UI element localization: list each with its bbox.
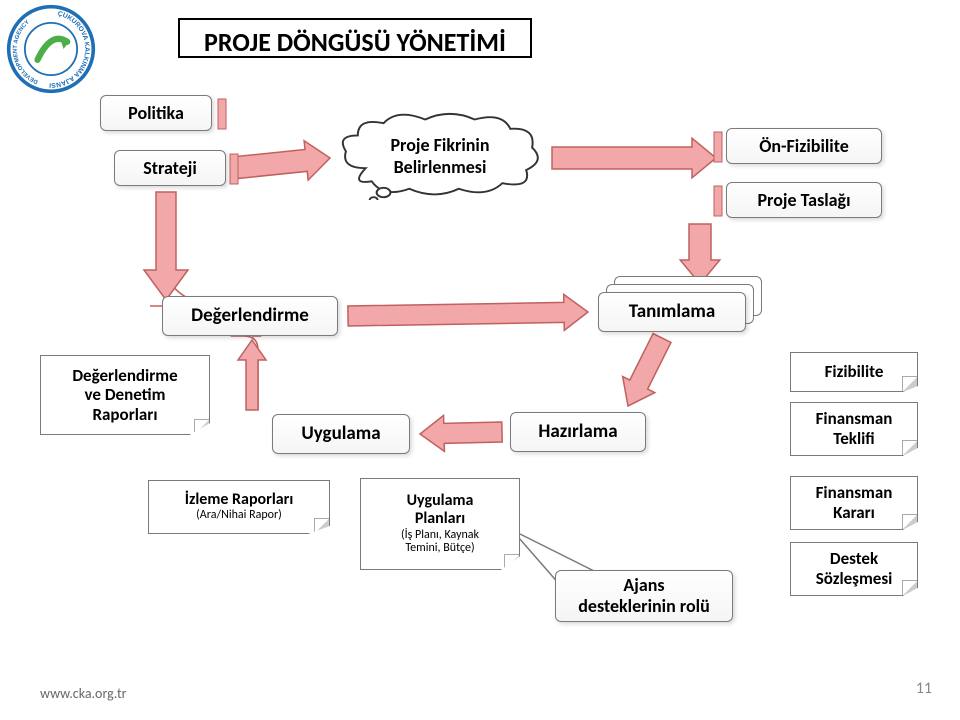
- agency-logo: ÇUKUROVA KALKINMA AJANSI DEVELOPMENT AGE…: [6, 4, 96, 94]
- node-ajans-callout: Ajans desteklerinin rolü: [555, 570, 733, 622]
- note-line: Kararı: [833, 503, 875, 523]
- note-finansman-karari: Finansman Kararı: [790, 476, 918, 530]
- note-degerlendirme-denetim: Değerlendirme ve Denetim Raporları: [40, 355, 210, 435]
- note-fizibilite: Fizibilite: [790, 352, 918, 392]
- node-hazirlama: Hazırlama: [510, 412, 646, 452]
- note-line: Finansman: [816, 409, 893, 429]
- note-izleme-raporlari: İzleme Raporları (Ara/Nihai Rapor): [148, 480, 330, 534]
- note-line: Planları: [415, 510, 465, 528]
- node-politika: Politika: [100, 95, 212, 131]
- note-destek-sozlesmesi: Destek Sözleşmesi: [790, 542, 918, 596]
- note-line: Teklifi: [833, 429, 874, 449]
- note-line: Sözleşmesi: [816, 569, 893, 589]
- note-line: İzleme Raporları: [185, 491, 294, 509]
- note-subline: Temini, Bütçe): [405, 542, 474, 556]
- note-line: Değerlendirme: [72, 366, 177, 386]
- node-strateji: Strateji: [114, 150, 226, 186]
- note-line: Raporları: [92, 405, 157, 425]
- node-degerlendirme: Değerlendirme: [162, 296, 338, 336]
- note-line: Uygulama: [407, 492, 474, 510]
- node-tanimlama: Tanımlama: [598, 292, 746, 332]
- note-line: Destek: [830, 549, 878, 569]
- node-on-fizibilite: Ön-Fizibilite: [726, 128, 882, 164]
- note-line: ve Denetim: [85, 385, 166, 405]
- note-line: Fizibilite: [825, 362, 884, 382]
- cloud-label: Proje Fikrinin Belirlenmesi: [390, 134, 489, 178]
- note-subline: (İş Planı, Kaynak: [401, 529, 479, 543]
- node-uygulama: Uygulama: [272, 414, 410, 454]
- note-finansman-teklifi: Finansman Teklifi: [790, 402, 918, 456]
- note-subline: (Ara/Nihai Rapor): [196, 509, 282, 523]
- footer-url: www.cka.org.tr: [40, 685, 127, 702]
- note-line: Finansman: [816, 483, 893, 503]
- node-proje-taslagi: Proje Taslağı: [726, 182, 882, 218]
- page-number: 11: [916, 679, 932, 698]
- note-uygulama-planlari: Uygulama Planları (İş Planı, Kaynak Temi…: [360, 478, 520, 570]
- diagram-title: PROJE DÖNGÜSÜ YÖNETİMİ: [178, 18, 532, 58]
- node-proje-fikri-cloud: Proje Fikrinin Belirlenmesi: [336, 112, 544, 200]
